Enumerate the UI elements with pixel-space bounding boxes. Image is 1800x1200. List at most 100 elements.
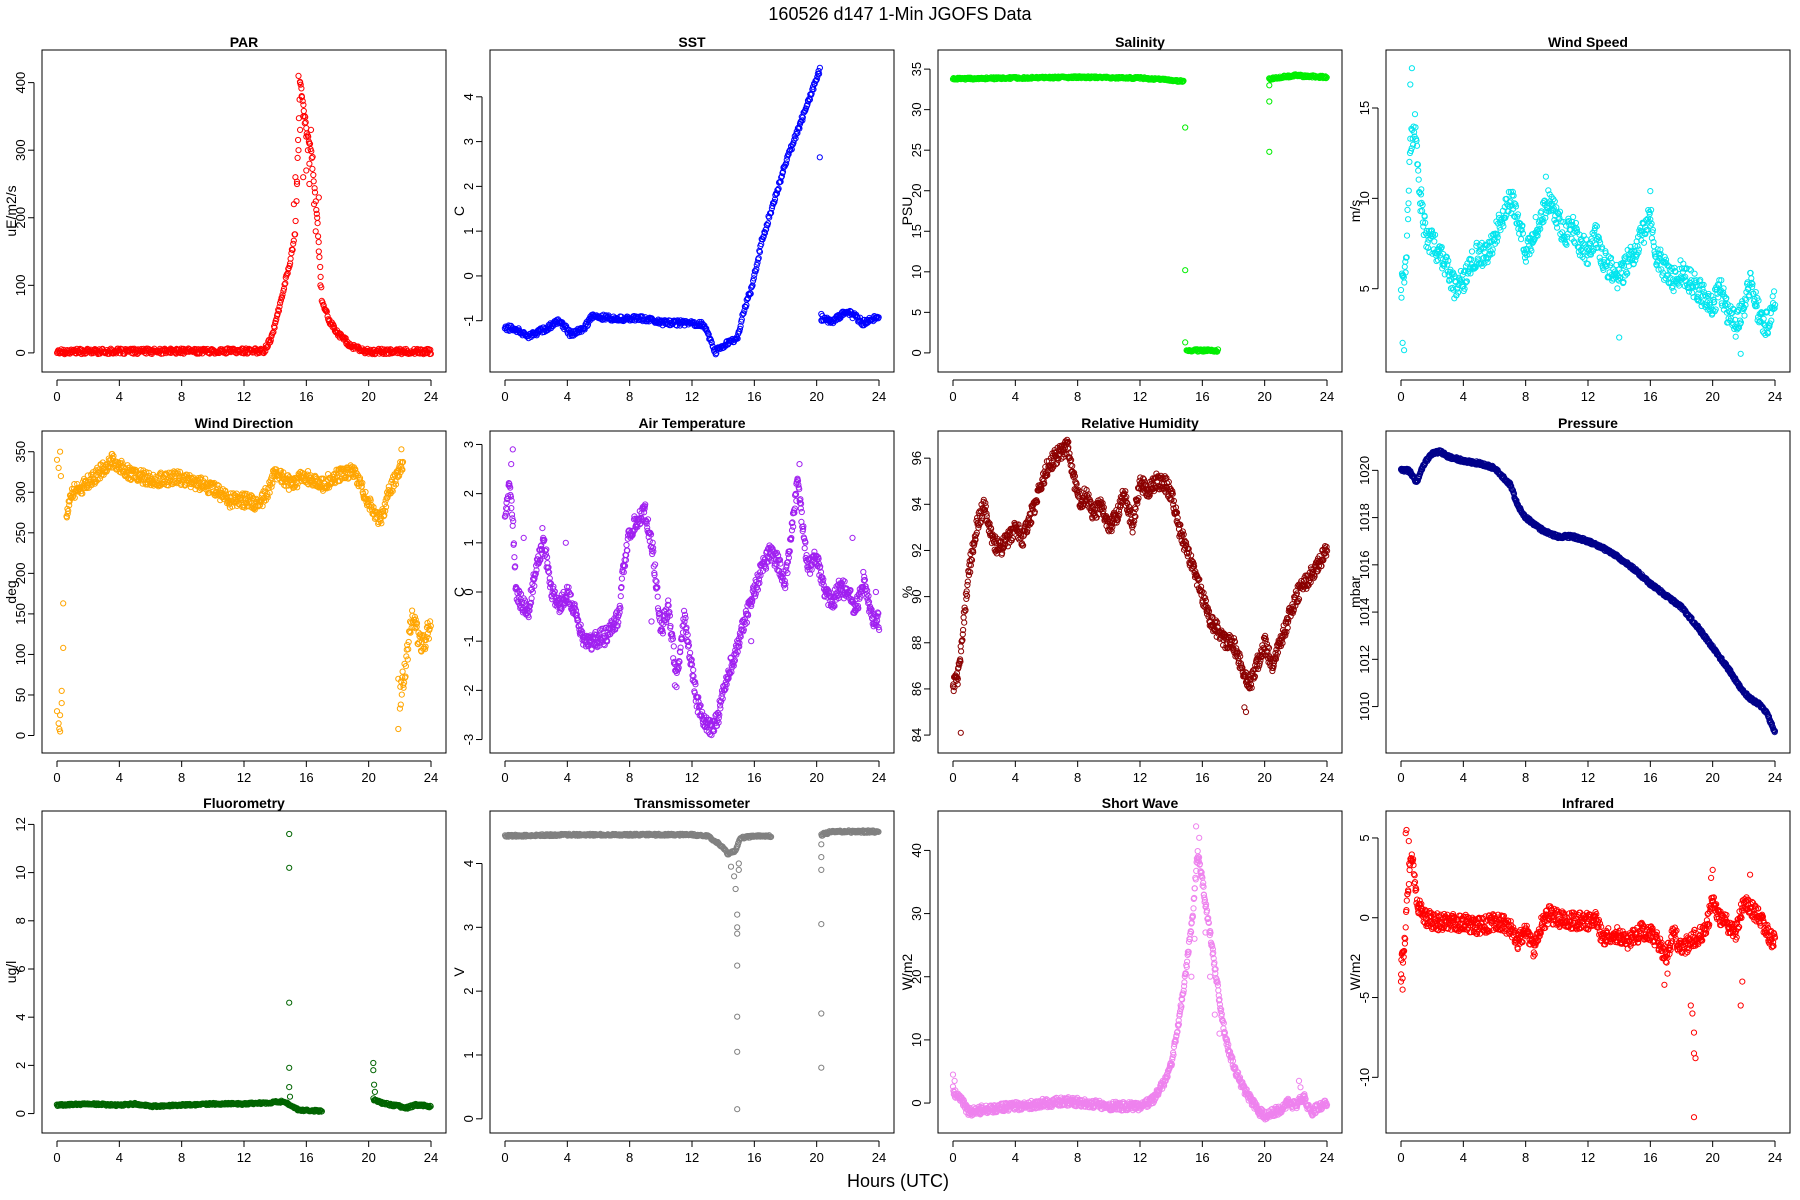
sst-x-tick-label: 24 — [872, 389, 886, 404]
wind-speed-data-point — [1422, 219, 1429, 226]
wind-speed-data-point — [1473, 242, 1480, 249]
par-x-tick-label: 16 — [299, 389, 313, 404]
par-data-point — [310, 178, 317, 185]
salinity-plot-frame — [937, 49, 1343, 373]
wind-speed-data-point — [1592, 222, 1599, 229]
par-y-tick-label: 400 — [13, 72, 28, 94]
wind-direction-y-tick-label: 100 — [13, 644, 28, 666]
par-data-point — [315, 248, 322, 255]
wind-direction-x-tick-label: 0 — [53, 770, 60, 785]
par-x-tick-label: 8 — [178, 389, 185, 404]
par-data-point — [427, 350, 434, 357]
par-data-point — [286, 262, 293, 269]
salinity-y-tick-label: 0 — [909, 349, 924, 356]
par-data-point — [290, 237, 297, 244]
par-data-point — [295, 136, 302, 144]
par-data-point — [271, 324, 278, 331]
wind-speed-data-point — [1405, 200, 1412, 207]
relative-humidity-x-tick-label: 0 — [949, 770, 956, 785]
par-data-point — [304, 147, 311, 154]
wind-speed-data-point — [1599, 244, 1606, 251]
wind-speed-data-point — [1437, 252, 1444, 259]
sst-x-tick-label: 8 — [626, 389, 633, 404]
figure-title: 160526 d147 1-Min JGOFS Data — [768, 4, 1032, 24]
par-data-point — [295, 147, 302, 154]
par-data-point — [293, 180, 301, 188]
wind-direction-y-tick-label: 350 — [13, 441, 28, 463]
air-temperature-y-tick-label: -3 — [461, 734, 476, 746]
wind-speed-data-point — [1532, 214, 1539, 221]
par-data-point — [292, 217, 299, 225]
sst-data-point — [793, 131, 800, 138]
par-data-point — [298, 93, 305, 100]
par-data-point — [427, 346, 434, 353]
wind-speed-data-point — [1557, 218, 1564, 225]
wind-speed-data-point — [1489, 246, 1496, 253]
wind-speed-data-point — [1463, 278, 1471, 285]
sst-data-point — [795, 124, 802, 131]
wind-speed-data-point — [1526, 251, 1533, 258]
wind-speed-data-point — [1593, 223, 1601, 230]
par-data-point — [297, 126, 304, 133]
relative-humidity-y-tick-label: 96 — [909, 451, 924, 465]
wind-speed-x-tick-label: 16 — [1643, 389, 1657, 404]
air-temperature-y-tick-label: 2 — [461, 490, 476, 497]
par-data-point — [300, 101, 307, 109]
wind-speed-data-point — [1635, 249, 1642, 256]
sst-plot-frame — [489, 49, 895, 373]
par-data-point — [267, 337, 274, 344]
sst-data-point — [792, 135, 799, 142]
par-data-point — [289, 246, 296, 253]
par-data-point — [303, 167, 310, 174]
sst-y-tick-label: 4 — [461, 93, 476, 100]
wind-speed-data-point — [1500, 223, 1507, 230]
par-data-point — [288, 250, 295, 257]
par-data-point — [311, 201, 318, 208]
wind-speed-data-point — [1497, 227, 1504, 234]
wind-speed-data-point — [1411, 111, 1419, 118]
wind-speed-data-point — [1495, 211, 1502, 218]
wind-speed-data-point — [1563, 241, 1570, 248]
sst-data-point — [736, 325, 744, 332]
wind-speed-data-point — [1624, 270, 1631, 277]
wind-speed-data-point — [1556, 215, 1563, 222]
par-data-point — [262, 348, 269, 355]
wind-direction-y-tick-label: 0 — [13, 732, 28, 739]
wind-speed-data-point — [1519, 222, 1526, 229]
par-data-point — [279, 291, 286, 298]
sst-data-point — [797, 118, 805, 125]
sst-y-tick-label: 2 — [461, 183, 476, 190]
wind-speed-data-point — [1519, 230, 1527, 237]
wind-speed-data-point — [1523, 252, 1530, 259]
par-data-point — [292, 231, 299, 238]
wind-speed-x-tick-label: 0 — [1397, 389, 1404, 404]
wind-speed-data-point — [1403, 254, 1410, 261]
salinity-x-tick-label: 0 — [949, 389, 956, 404]
sst-data-point — [804, 101, 811, 108]
salinity-x-tick-label: 24 — [1320, 389, 1334, 404]
wind-direction-x-tick-label: 4 — [116, 770, 123, 785]
relative-humidity-y-tick-label: 90 — [909, 589, 924, 603]
par-data-point — [308, 155, 315, 162]
par-data-point — [278, 294, 286, 301]
wind-speed-data-point — [1570, 213, 1577, 221]
par-data-point — [310, 171, 317, 179]
salinity-data-point — [1182, 339, 1189, 346]
wind-speed-data-point — [1528, 247, 1535, 254]
par-data-point — [294, 154, 301, 161]
wind-speed-data-point — [1428, 227, 1436, 234]
sst-x-tick-label: 4 — [564, 389, 571, 404]
wind-speed-data-point — [1554, 224, 1561, 231]
par-data-point — [302, 119, 309, 126]
wind-speed-data-point — [1573, 226, 1581, 233]
par-data-point — [300, 113, 307, 120]
sst-data-point — [763, 226, 770, 233]
wind-direction-y-tick-label: 50 — [13, 688, 28, 702]
wind-speed-data-point — [1419, 207, 1426, 214]
wind-speed-data-point — [1405, 187, 1412, 194]
wind-speed-data-point — [1484, 259, 1491, 266]
wind-speed-data-point — [1489, 250, 1496, 257]
